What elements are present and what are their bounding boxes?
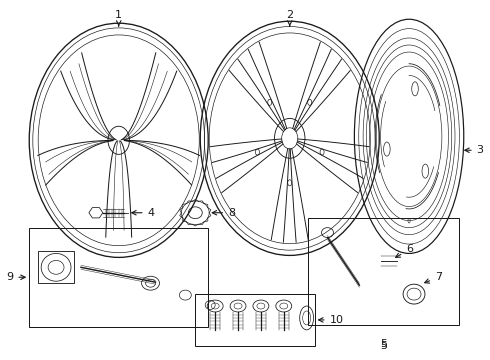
Text: 3: 3 [465, 145, 484, 155]
Text: 5: 5 [380, 341, 387, 351]
Text: 10: 10 [318, 315, 343, 325]
Text: 6: 6 [395, 244, 413, 257]
Text: 5: 5 [380, 339, 387, 349]
Bar [308, 218, 459, 325]
Text: 1: 1 [115, 10, 122, 26]
Text: 8: 8 [212, 208, 235, 218]
Text: 7: 7 [425, 272, 442, 283]
Bar [38, 251, 74, 283]
Text: 2: 2 [286, 10, 294, 26]
Bar [29, 228, 208, 327]
Bar [196, 294, 315, 346]
Text: 9: 9 [6, 272, 25, 282]
Text: 4: 4 [132, 208, 155, 218]
